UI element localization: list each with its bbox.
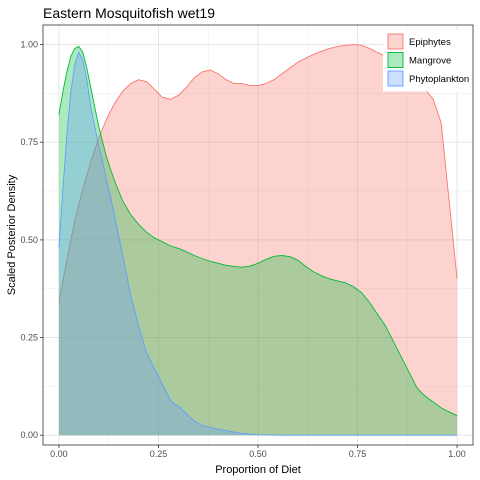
line-mangrove	[58, 45, 458, 417]
x-axis-title: Proportion of Diet	[215, 464, 301, 476]
area-phytoplankton	[58, 52, 458, 436]
y-axis-title: Scaled Posterior Density	[6, 174, 18, 295]
area-mangrove	[58, 46, 458, 436]
y-axis: 0.00 0.25 0.50 0.75 1.00	[20, 40, 43, 440]
y-tick-label: 1.00	[20, 40, 38, 50]
x-tick-label: 0.25	[150, 449, 168, 459]
y-tick-label: 0.25	[20, 333, 38, 343]
line-phytoplankton	[58, 51, 458, 436]
x-tick-label: 0.00	[50, 449, 68, 459]
legend-box	[383, 30, 471, 92]
x-tick-label: 0.50	[249, 449, 267, 459]
legend: Epiphytes Mangrove Phytoplankton	[383, 30, 471, 92]
density-areas	[58, 44, 458, 436]
legend-label-phytoplankton: Phytoplankton	[409, 74, 469, 85]
legend-key-epiphytes	[387, 33, 404, 50]
y-tick-label: 0.00	[20, 430, 38, 440]
x-tick-label: 1.00	[448, 449, 466, 459]
x-axis: 0.00 0.25 0.50 0.75 1.00	[50, 445, 466, 459]
y-tick-label: 0.75	[20, 137, 38, 147]
area-epiphytes	[58, 44, 458, 436]
legend-key-mangrove	[387, 52, 404, 68]
chart-title: Eastern Mosquitofish wet19	[43, 5, 215, 21]
legend-label-mangrove: Mangrove	[409, 56, 451, 67]
y-tick-label: 0.50	[20, 235, 38, 245]
x-tick-label: 0.75	[349, 449, 367, 459]
legend-label-epiphytes: Epiphytes	[409, 37, 451, 48]
legend-key-phytoplankton	[387, 70, 404, 87]
